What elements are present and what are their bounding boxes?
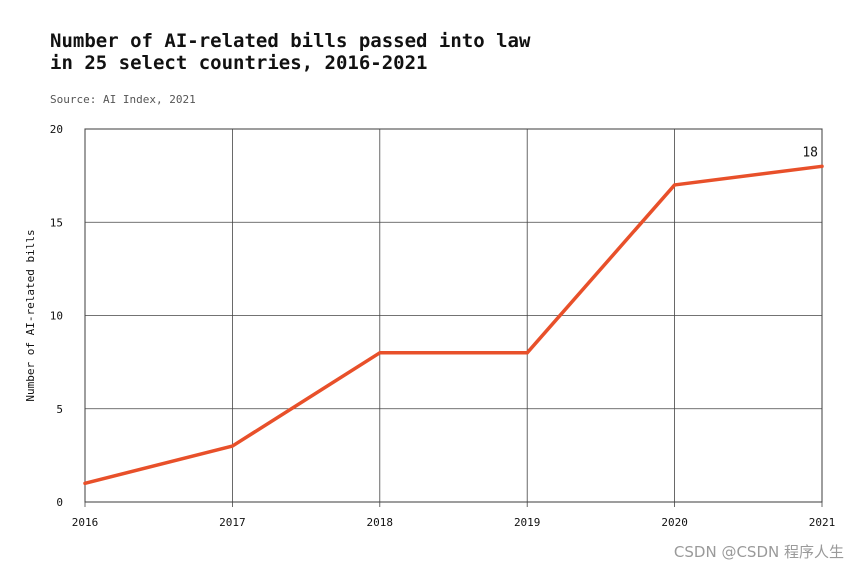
chart-title-line-2: in 25 select countries, 2016-2021 [50, 52, 428, 74]
y-tick-label: 20 [50, 123, 63, 136]
y-tick-label: 10 [50, 310, 63, 323]
y-tick-label: 0 [56, 496, 63, 509]
data-point [673, 183, 677, 187]
data-point [230, 444, 234, 448]
data-point [83, 481, 87, 485]
data-point [525, 351, 529, 355]
y-axis-label: Number of AI-related bills [24, 229, 37, 401]
x-tick-label: 2019 [514, 516, 541, 529]
data-point [820, 164, 824, 168]
chart-title-line-1: Number of AI-related bills passed into l… [50, 30, 531, 52]
data-label: 18 [802, 145, 818, 160]
x-tick-label: 2020 [661, 516, 688, 529]
x-tick-label: 2018 [367, 516, 394, 529]
x-tick-label: 2016 [72, 516, 99, 529]
watermark: CSDN @CSDN 程序人生 [673, 543, 844, 561]
y-tick-label: 5 [56, 403, 63, 416]
chart-title: Number of AI-related bills passed into l… [50, 30, 650, 74]
x-tick-label: 2021 [809, 516, 836, 529]
x-tick-label: 2017 [219, 516, 246, 529]
data-point [378, 351, 382, 355]
series-line [83, 164, 824, 486]
y-tick-label: 15 [50, 216, 63, 229]
chart-source: Source: AI Index, 2021 [50, 93, 196, 106]
